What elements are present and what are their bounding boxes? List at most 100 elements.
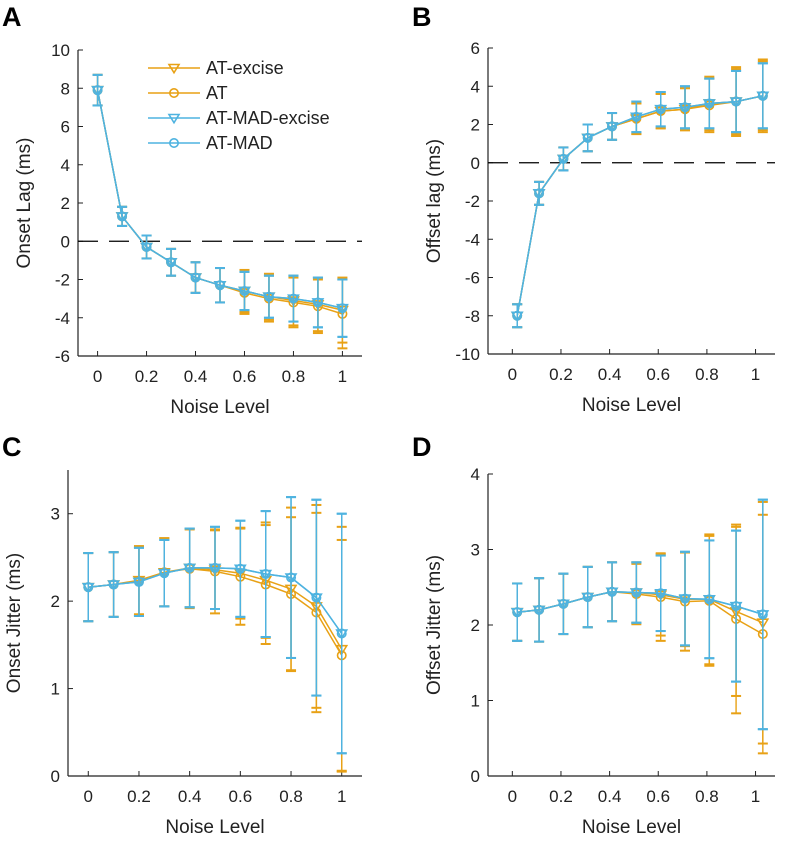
series-mad bbox=[83, 496, 347, 755]
y-tick-label: 6 bbox=[61, 118, 70, 137]
series-mad bbox=[512, 498, 768, 731]
x-tick-label: 0 bbox=[508, 787, 517, 806]
y-tick-label: 1 bbox=[471, 692, 480, 711]
data-point bbox=[558, 598, 569, 609]
data-point bbox=[210, 562, 221, 573]
data-point bbox=[337, 303, 348, 314]
data-point bbox=[534, 604, 545, 615]
error-bar bbox=[757, 498, 768, 731]
y-tick-label: 2 bbox=[51, 592, 60, 611]
y-tick-label: 0 bbox=[61, 232, 70, 251]
x-axis-label: Noise Level bbox=[165, 817, 264, 838]
x-tick-label: 1 bbox=[337, 787, 346, 806]
data-point bbox=[680, 593, 691, 604]
data-point bbox=[655, 104, 666, 115]
series-line bbox=[517, 591, 764, 616]
data-point bbox=[336, 628, 347, 639]
x-tick-label: 0.6 bbox=[646, 365, 670, 384]
data-point bbox=[582, 592, 593, 603]
x-tick-label: 0.4 bbox=[598, 787, 622, 806]
data-point bbox=[512, 310, 523, 321]
x-tick-label: 0.2 bbox=[135, 367, 159, 386]
legend-label: AT-MAD bbox=[206, 133, 273, 153]
legend-entry: AT-MAD-excise bbox=[148, 108, 330, 128]
panel-label-c: C bbox=[2, 432, 22, 462]
legend-label: AT bbox=[206, 83, 228, 103]
data-point bbox=[184, 562, 195, 573]
y-tick-label: 0 bbox=[471, 767, 480, 786]
data-point bbox=[757, 609, 768, 620]
series-line bbox=[516, 95, 763, 316]
data-point bbox=[311, 592, 322, 603]
x-tick-label: 0.8 bbox=[695, 787, 719, 806]
y-tick-label: 6 bbox=[471, 39, 480, 58]
series-line bbox=[88, 567, 343, 634]
data-point bbox=[117, 211, 128, 222]
data-point bbox=[166, 257, 177, 268]
data-point bbox=[607, 586, 618, 597]
data-point bbox=[534, 188, 545, 199]
y-axis-label: Onset Jitter (ms) bbox=[4, 553, 25, 693]
legend-label: AT-MAD-excise bbox=[206, 108, 330, 128]
series-line bbox=[517, 591, 764, 635]
data-point bbox=[133, 576, 144, 587]
x-tick-label: 0.4 bbox=[184, 367, 208, 386]
x-tick-label: 0.2 bbox=[127, 787, 151, 806]
x-axis-label: Noise Level bbox=[170, 397, 269, 418]
panel-label-b: B bbox=[412, 2, 432, 32]
x-tick-label: 0 bbox=[508, 365, 517, 384]
panel-label-d: D bbox=[412, 432, 432, 462]
x-tick-label: 0.8 bbox=[695, 365, 719, 384]
data-point bbox=[92, 85, 103, 96]
series-mad bbox=[512, 62, 768, 329]
y-tick-label: -10 bbox=[455, 345, 480, 364]
data-point bbox=[260, 569, 271, 580]
error-bar bbox=[336, 512, 347, 755]
y-tick-label: 4 bbox=[471, 77, 480, 96]
x-tick-label: 0.8 bbox=[279, 787, 303, 806]
y-tick-label: 10 bbox=[51, 41, 70, 60]
data-point bbox=[655, 588, 666, 599]
x-tick-label: 0 bbox=[93, 367, 102, 386]
data-point bbox=[141, 241, 152, 252]
data-point bbox=[704, 98, 715, 109]
y-tick-label: 3 bbox=[471, 541, 480, 560]
data-point bbox=[757, 90, 768, 101]
y-tick-label: 2 bbox=[471, 616, 480, 635]
legend-marker bbox=[169, 88, 180, 99]
y-tick-label: 3 bbox=[51, 505, 60, 524]
legend-marker bbox=[167, 113, 181, 125]
data-point bbox=[108, 579, 119, 590]
x-tick-label: 0.4 bbox=[598, 365, 622, 384]
panel-b: B bbox=[412, 2, 432, 32]
y-tick-label: -6 bbox=[55, 347, 70, 366]
y-axis-label: Offset Jitter (ms) bbox=[424, 555, 445, 695]
x-tick-label: 1 bbox=[338, 367, 347, 386]
y-tick-label: -2 bbox=[55, 271, 70, 290]
y-tick-label: -2 bbox=[465, 192, 480, 211]
data-point bbox=[631, 587, 642, 598]
legend-entry: AT-excise bbox=[148, 58, 284, 78]
error-bar bbox=[512, 582, 523, 642]
error-bar bbox=[757, 62, 768, 130]
series-line bbox=[516, 95, 763, 316]
legend: AT-excise AT AT-MAD-excise AT-MAD bbox=[148, 58, 330, 153]
data-point bbox=[83, 582, 94, 593]
y-tick-label: 0 bbox=[51, 767, 60, 786]
y-tick-label: -6 bbox=[465, 269, 480, 288]
data-point bbox=[631, 111, 642, 122]
series-at bbox=[512, 513, 768, 755]
x-tick-label: 0.8 bbox=[282, 367, 306, 386]
x-tick-label: 0.6 bbox=[229, 787, 253, 806]
x-axis-label: Noise Level bbox=[582, 395, 681, 416]
data-point bbox=[512, 607, 523, 618]
data-point bbox=[286, 572, 297, 583]
data-point bbox=[558, 153, 569, 164]
chart-c: 0 1 2 3 0 0.2 0.4 0.6 0.8 1 Noise Level Onset Jitte… bbox=[4, 470, 362, 838]
data-point bbox=[235, 563, 246, 574]
data-point bbox=[607, 121, 618, 132]
x-tick-label: 0 bbox=[84, 787, 93, 806]
y-tick-label: 2 bbox=[61, 194, 70, 213]
data-point bbox=[731, 601, 742, 612]
